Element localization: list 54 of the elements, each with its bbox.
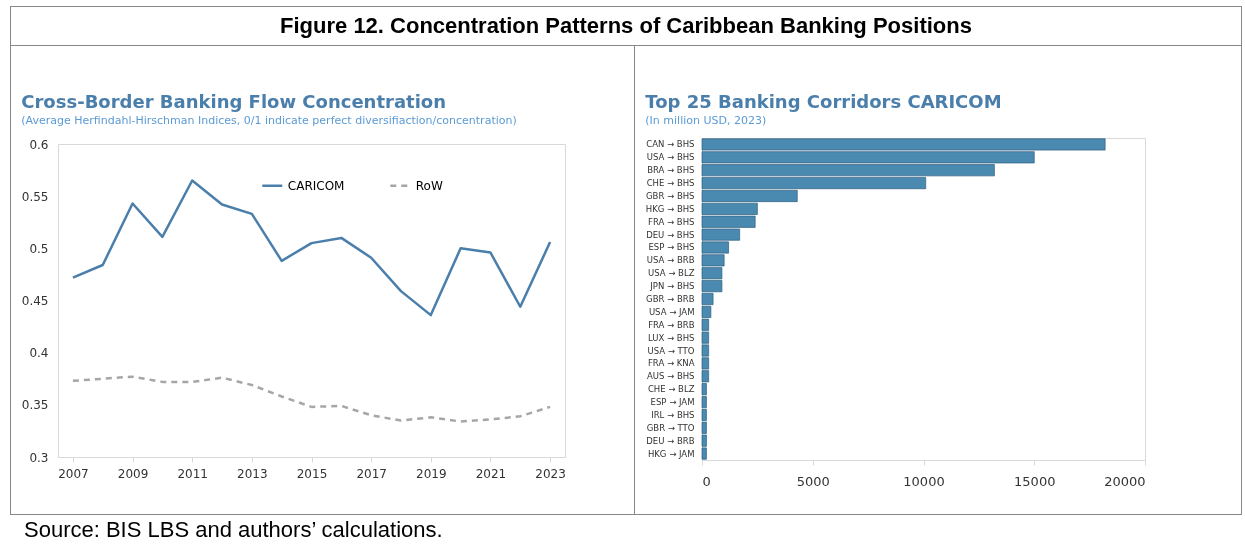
legend-label: CARICOM [287, 178, 345, 193]
y-tick-label: GBR → TTO [646, 422, 695, 433]
x-tick-label: 10000 [903, 473, 945, 489]
y-tick-label: GBR → BRB [646, 294, 695, 304]
x-tick-label: 2019 [416, 466, 447, 481]
y-tick-label: CHE → BHS [646, 178, 695, 189]
y-tick-label: HKG → BHS [645, 203, 695, 214]
y-tick-label: USA → BHS [646, 152, 695, 163]
chart-title: Cross-Border Banking Flow Concentration [21, 91, 447, 112]
x-tick-label: 2009 [117, 466, 149, 481]
x-tick-label: 2023 [535, 466, 566, 481]
x-tick-label: 2017 [356, 466, 387, 481]
x-tick-label: 2011 [177, 466, 208, 481]
x-tick-label: 2007 [58, 466, 89, 481]
x-tick-label: 20000 [1104, 473, 1146, 489]
y-tick-label: IRL → BHS [651, 409, 695, 420]
y-tick-label: 0.55 [21, 189, 49, 204]
legend-label: RoW [415, 178, 443, 193]
y-tick-label: CAN → BHS [646, 139, 695, 150]
y-tick-label: USA → BLZ [647, 268, 695, 279]
y-tick-label: USA → BRB [646, 255, 695, 266]
y-tick-label: GBR → BHS [646, 190, 695, 201]
y-tick-label: FRA → KNA [647, 358, 695, 369]
y-tick-label: BRA → BHS [647, 165, 695, 176]
y-tick-label: DEU → BHS [646, 229, 695, 240]
y-tick-label: DEU → BRB [646, 435, 695, 446]
x-tick-label: 2013 [237, 466, 268, 481]
y-tick-label: 0.35 [21, 398, 49, 413]
y-tick-label: 0.6 [29, 137, 49, 152]
x-tick-label: 5000 [796, 473, 830, 489]
y-tick-label: 0.45 [21, 294, 49, 308]
y-tick-label: AUS → BHS [646, 371, 695, 382]
y-tick-label: HKG → JAM [647, 448, 695, 459]
y-tick-label: 0.3 [29, 450, 49, 465]
y-tick-label: ESP → BHS [648, 242, 695, 253]
y-tick-label: USA → TTO [647, 345, 695, 356]
chart-subtitle: (Average Herfindahl-Hirschman Indices, 0/1 indicate perfect diversifiaction/concentration) [21, 114, 517, 127]
y-tick-label: USA → JAM [648, 306, 695, 317]
x-tick-label: 0 [702, 473, 711, 489]
x-tick-label: 15000 [1014, 473, 1056, 489]
text: Figure 12. Concentration Patterns of Caribbean Banking Positions [10, 6, 1242, 46]
source-note: Source: BIS LBS and authors’ calculations. [23, 517, 444, 543]
y-tick-label: JPN → BHS [649, 281, 695, 292]
y-tick-label: FRA → BRB [648, 319, 695, 330]
chart-subtitle: (In million USD, 2023) [645, 114, 767, 127]
y-tick-label: ESP → JAM [650, 397, 695, 408]
chart-title: Top 25 Banking Corridors CARICOM [645, 91, 1002, 112]
y-tick-label: LUX → BHS [647, 332, 695, 343]
x-tick-label: 2021 [475, 466, 507, 481]
x-tick-label: 2015 [296, 466, 328, 481]
y-tick-label: CHE → BLZ [647, 384, 695, 395]
y-tick-label: 0.5 [29, 241, 49, 256]
y-tick-label: FRA → BHS [648, 216, 695, 227]
y-tick-label: 0.4 [29, 346, 49, 361]
